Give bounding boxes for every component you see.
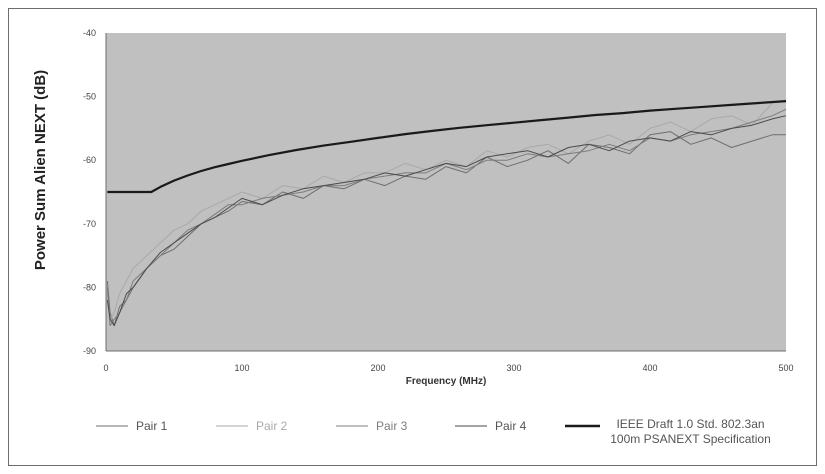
- axes-layer: [105, 33, 786, 352]
- y-tick-label: -90: [83, 346, 96, 356]
- legend-item-pair-2: Pair 2: [216, 419, 288, 433]
- x-tick-label: 0: [103, 363, 108, 373]
- y-tick-label: -80: [83, 282, 96, 292]
- legend-label-pair-4: Pair 4: [495, 419, 527, 433]
- y-tick-labels: -40 -50 -60 -70 -80 -90: [83, 28, 96, 356]
- x-tick-label: 400: [642, 363, 657, 373]
- series-line-5: [107, 100, 787, 194]
- x-tick-label: 500: [778, 363, 793, 373]
- legend-label-pair-2: Pair 2: [256, 419, 288, 433]
- chart-frame: [8, 8, 817, 466]
- legend-label-ieee-spec: IEEE Draft 1.0 Std. 802.3an 100m PSANEXT…: [610, 417, 771, 446]
- y-tick-label: -40: [83, 28, 96, 38]
- legend: Pair 1 Pair 2 Pair 3 Pair 4 IEEE Draft 1…: [96, 417, 771, 446]
- series-layer: [106, 99, 787, 327]
- legend-item-ieee-spec: IEEE Draft 1.0 Std. 802.3an 100m PSANEXT…: [565, 417, 771, 446]
- x-tick-labels: 0 100 200 300 400 500: [103, 363, 793, 373]
- series-line-4: [106, 115, 787, 327]
- legend-item-pair-4: Pair 4: [455, 419, 527, 433]
- y-tick-label: -70: [83, 219, 96, 229]
- legend-item-pair-3: Pair 3: [336, 419, 408, 433]
- legend-label-pair-1: Pair 1: [136, 419, 168, 433]
- y-axis-label: Power Sum Alien NEXT (dB): [32, 70, 49, 270]
- legend-item-pair-1: Pair 1: [96, 419, 168, 433]
- legend-label-pair-3: Pair 3: [376, 419, 408, 433]
- x-axis-label: Frequency (MHz): [406, 376, 487, 387]
- plot-area: [106, 33, 786, 351]
- x-tick-label: 200: [370, 363, 385, 373]
- y-tick-label: -50: [83, 92, 96, 102]
- x-tick-label: 100: [234, 363, 249, 373]
- x-tick-label: 300: [506, 363, 521, 373]
- y-tick-label: -60: [83, 155, 96, 165]
